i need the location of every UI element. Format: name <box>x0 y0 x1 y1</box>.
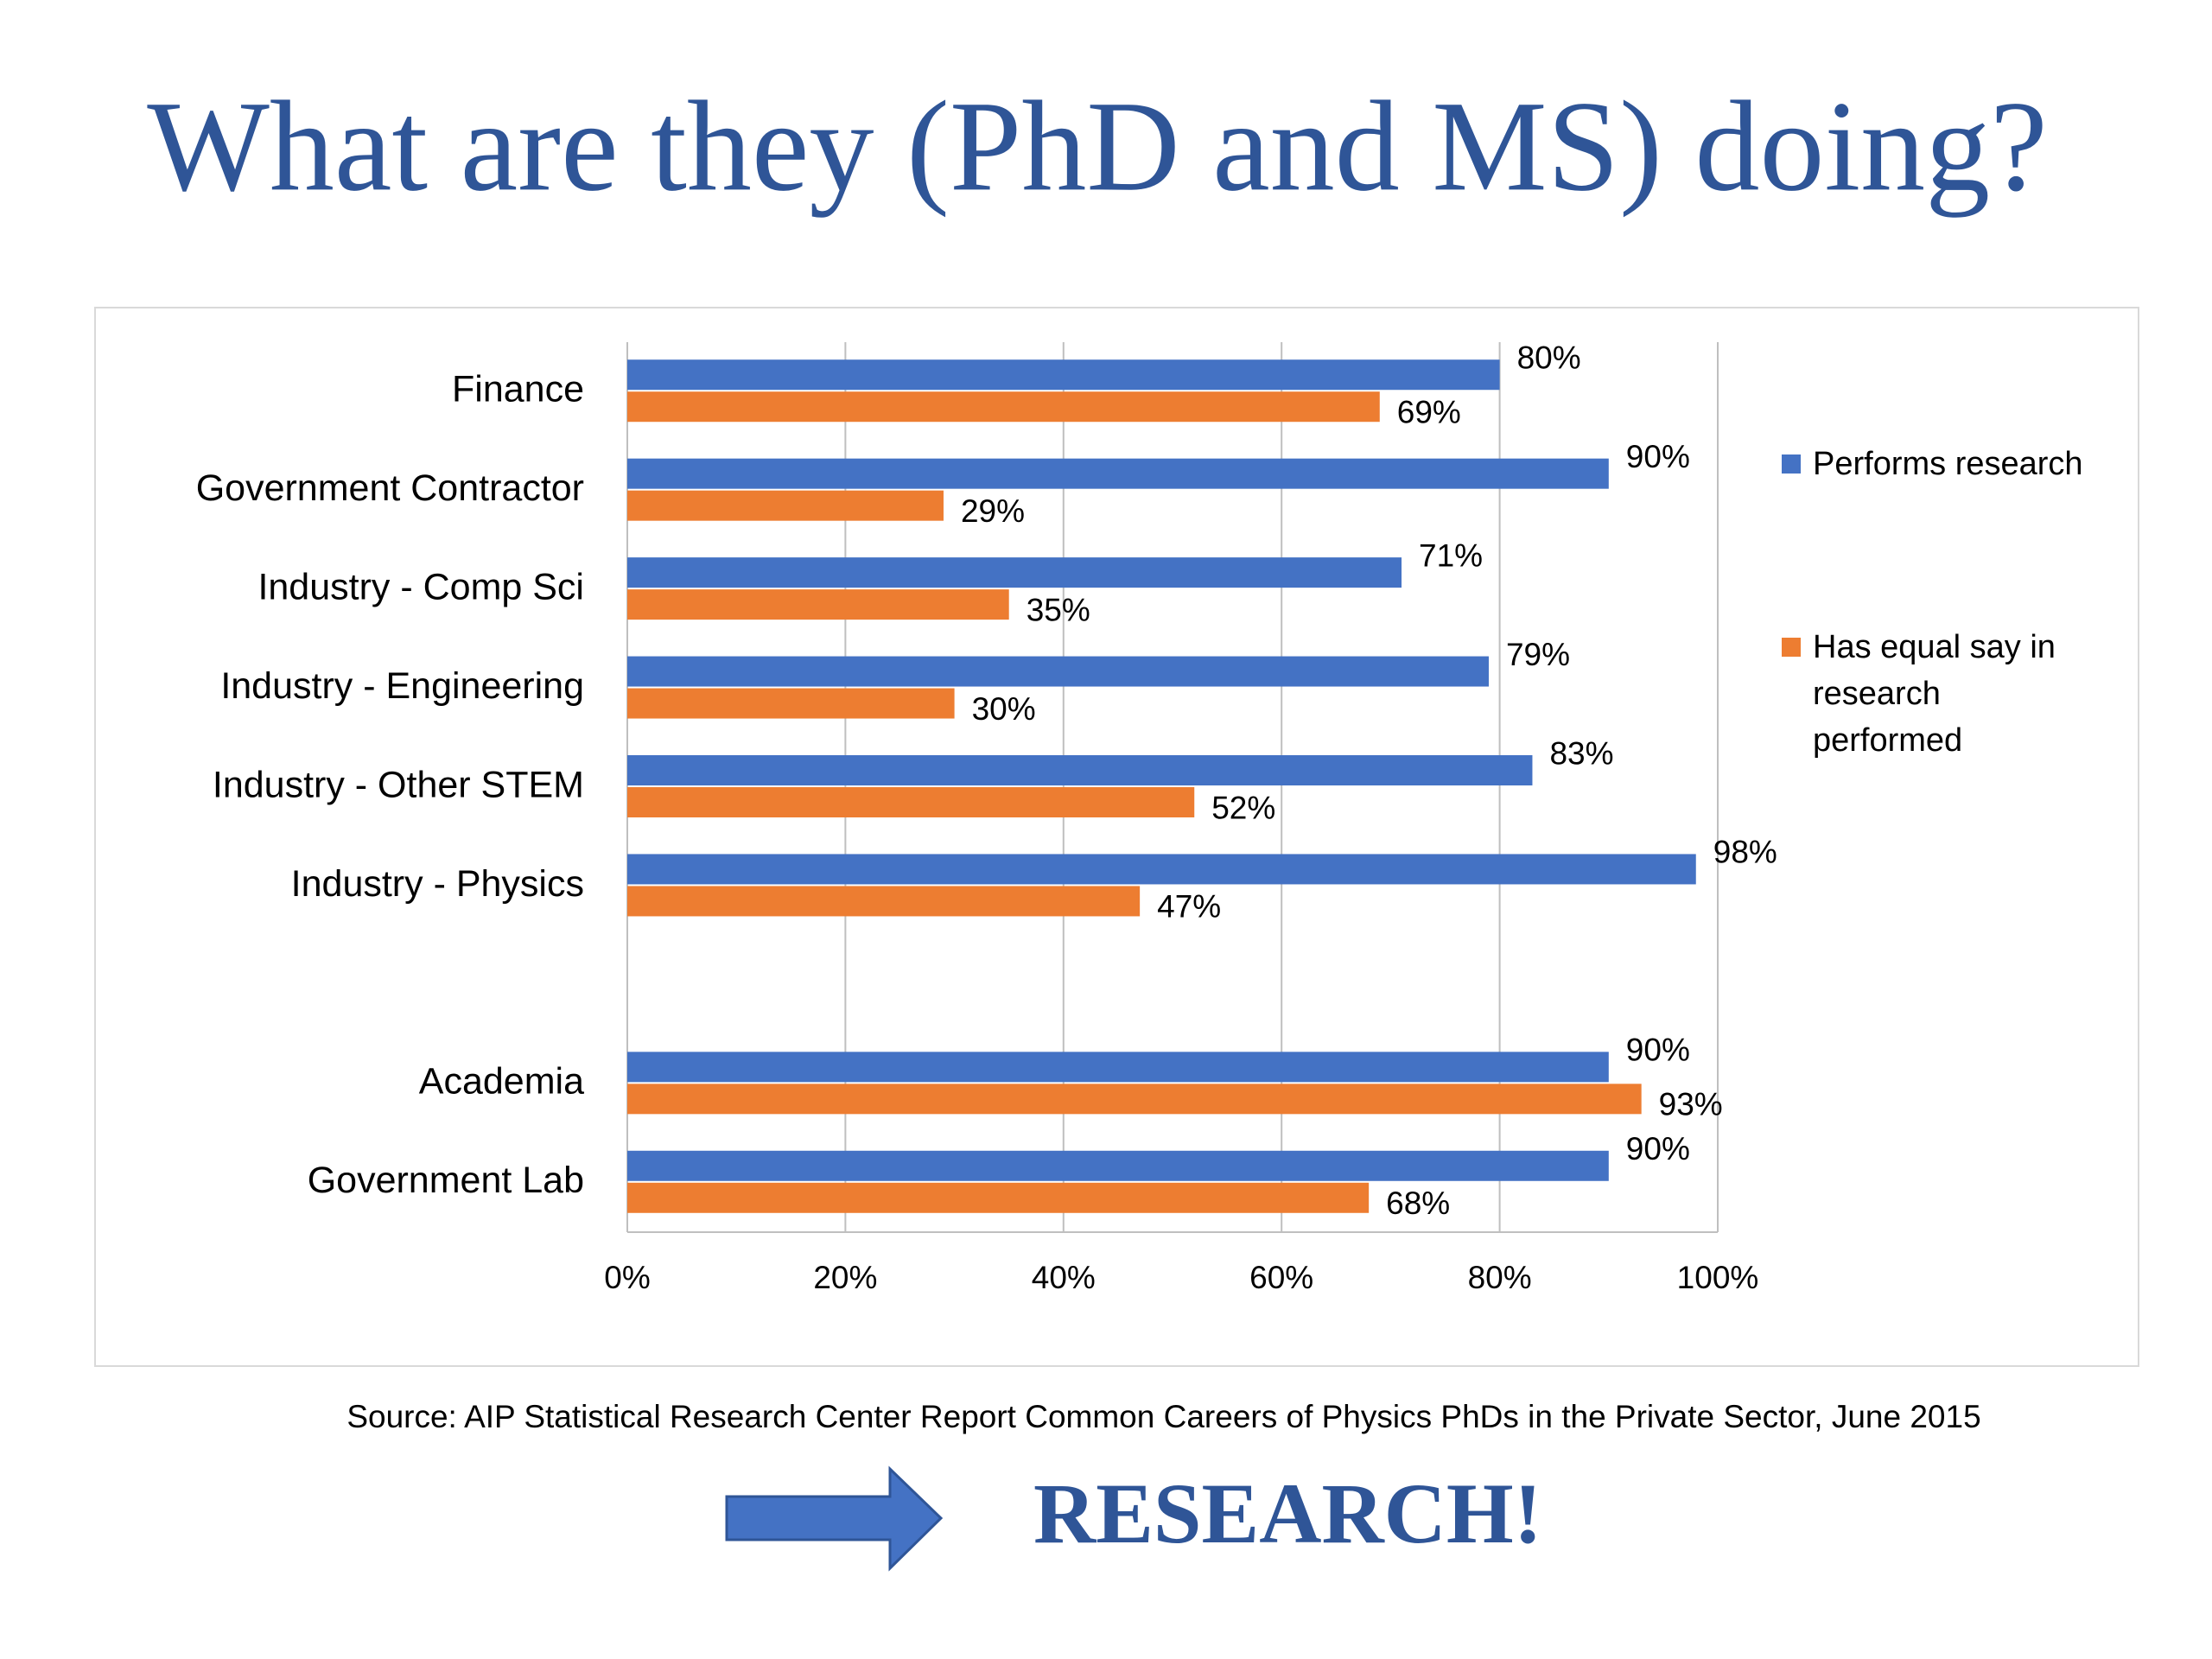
legend-swatch <box>1782 638 1801 657</box>
x-tick-label: 100% <box>1677 1260 1759 1295</box>
bar <box>627 854 1696 885</box>
y-tick-label: Government Lab <box>308 1160 584 1201</box>
data-label: 79% <box>1506 637 1570 672</box>
legend-swatch <box>1782 454 1801 474</box>
bar <box>627 886 1141 917</box>
bar <box>627 787 1195 817</box>
x-tick-label: 40% <box>1032 1260 1096 1295</box>
y-tick-label: Industry - Physics <box>291 863 584 905</box>
data-label: 80% <box>1517 340 1581 376</box>
x-tick-label: 80% <box>1468 1260 1532 1295</box>
data-label: 68% <box>1386 1185 1450 1221</box>
legend-label: Performs research <box>1813 446 2083 482</box>
legend-label: Has equal say in research performed <box>1813 629 2056 759</box>
legend-item: Performs research <box>1782 441 2098 487</box>
y-tick-label: Government Contractor <box>196 467 584 509</box>
bar <box>627 557 1402 588</box>
x-tick-label: 0% <box>604 1260 650 1295</box>
data-label: 71% <box>1419 537 1483 573</box>
y-tick-label: Academia <box>419 1061 584 1103</box>
data-label: 90% <box>1626 1131 1690 1166</box>
bar <box>627 1182 1370 1213</box>
bar <box>627 1150 1609 1181</box>
slide-title: What are they (PhD and MS) doing? <box>147 74 2047 218</box>
x-tick-label: 60% <box>1249 1260 1313 1295</box>
x-tick-label: 20% <box>813 1260 877 1295</box>
data-label: 93% <box>1659 1087 1723 1122</box>
bar <box>627 1052 1609 1083</box>
data-label: 30% <box>972 691 1036 727</box>
y-tick-label: Industry - Comp Sci <box>257 566 584 607</box>
data-label: 90% <box>1626 439 1690 474</box>
data-label: 52% <box>1211 790 1275 825</box>
bar <box>627 688 955 719</box>
bar <box>627 490 944 521</box>
y-tick-label: Finance <box>452 369 584 410</box>
bar <box>627 359 1500 391</box>
data-label: 35% <box>1027 592 1090 627</box>
data-label: 90% <box>1626 1033 1690 1068</box>
data-label: 98% <box>1713 835 1777 870</box>
data-label: 69% <box>1397 395 1461 430</box>
bar <box>627 589 1009 620</box>
source-note: Source: AIP Statistical Research Center … <box>346 1399 1980 1434</box>
legend-item: Has equal say in research performed <box>1782 624 2098 764</box>
bar <box>627 391 1380 423</box>
callout: RESEARCH! <box>1033 1465 1542 1561</box>
bar <box>627 656 1489 687</box>
y-tick-label: Industry - Engineering <box>220 665 584 707</box>
data-label: 83% <box>1549 735 1613 771</box>
bar <box>627 755 1533 785</box>
data-label: 47% <box>1157 889 1221 925</box>
data-label: 29% <box>961 493 1025 529</box>
y-tick-label: Industry - Other STEM <box>213 764 584 805</box>
bar <box>627 458 1609 489</box>
bar <box>627 1084 1642 1115</box>
arrow <box>725 1465 944 1572</box>
